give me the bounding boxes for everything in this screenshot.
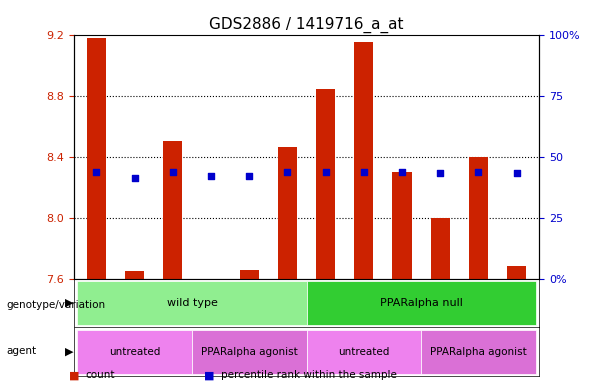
Text: PPARalpha agonist: PPARalpha agonist: [430, 347, 527, 357]
FancyBboxPatch shape: [306, 281, 536, 325]
Point: [435, 170, 445, 177]
Text: genotype/variation: genotype/variation: [6, 300, 105, 310]
Point: [321, 169, 330, 175]
FancyBboxPatch shape: [306, 330, 421, 374]
FancyBboxPatch shape: [421, 330, 536, 374]
Text: PPARalpha agonist: PPARalpha agonist: [201, 347, 297, 357]
Text: agent: agent: [6, 346, 36, 356]
Bar: [240, 270, 259, 279]
Point: [206, 174, 216, 180]
Text: untreated: untreated: [338, 347, 389, 357]
Point: [512, 170, 522, 177]
Bar: [163, 141, 183, 279]
Text: wild type: wild type: [167, 298, 218, 308]
Bar: [430, 218, 450, 279]
Bar: [507, 266, 526, 279]
Bar: [87, 38, 106, 279]
Point: [245, 174, 254, 180]
FancyBboxPatch shape: [77, 330, 192, 374]
Point: [283, 169, 292, 175]
Text: ■: ■: [69, 370, 80, 380]
Text: count: count: [86, 370, 115, 380]
Text: percentile rank within the sample: percentile rank within the sample: [221, 370, 397, 380]
Bar: [125, 271, 144, 279]
Text: PPARalpha null: PPARalpha null: [379, 298, 462, 308]
Text: untreated: untreated: [109, 347, 161, 357]
Bar: [469, 157, 488, 279]
Point: [397, 169, 407, 175]
Text: ▶: ▶: [65, 347, 74, 357]
Point: [168, 169, 178, 175]
FancyBboxPatch shape: [77, 281, 306, 325]
Point: [359, 169, 368, 175]
Point: [130, 175, 140, 181]
Title: GDS2886 / 1419716_a_at: GDS2886 / 1419716_a_at: [209, 17, 404, 33]
Text: ▶: ▶: [65, 298, 74, 308]
Text: ■: ■: [204, 370, 215, 380]
Bar: [354, 42, 373, 279]
Point: [91, 169, 101, 175]
Bar: [278, 147, 297, 279]
Bar: [316, 89, 335, 279]
FancyBboxPatch shape: [192, 330, 306, 374]
Bar: [392, 172, 411, 279]
Point: [473, 169, 483, 175]
